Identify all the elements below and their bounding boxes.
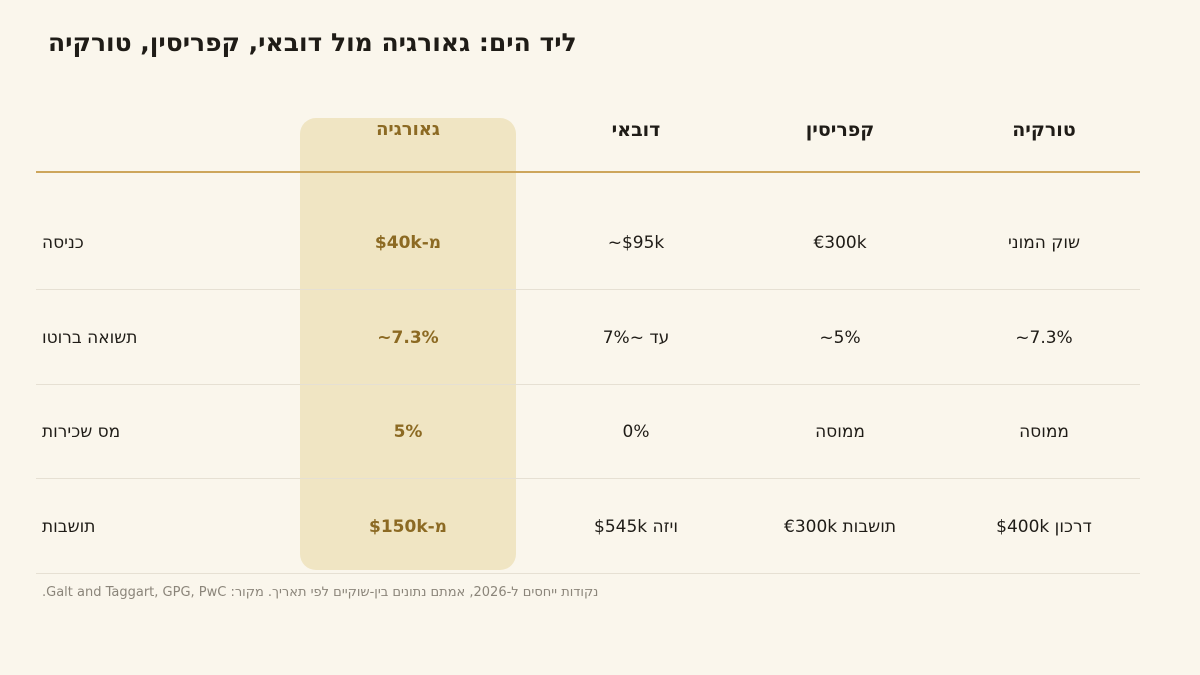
row-label: הסינכ xyxy=(42,233,84,253)
page-title: היקרוט ,ןיסירפק ,יאבוד לומ היגרואג :םיה … xyxy=(48,28,577,57)
row-divider xyxy=(36,384,1140,385)
table-cell: 5% xyxy=(393,422,423,442)
table-row: הסינכ $40k-מ ~$95k €300k ינומה קוש xyxy=(36,196,1140,290)
table-cell: €300k תובשות xyxy=(784,517,896,537)
table-cell: 7%~ דע xyxy=(602,328,670,348)
column-header-dubai: יאבוד xyxy=(611,119,661,141)
row-label: תובשות xyxy=(42,517,96,537)
highlighted-column-background xyxy=(300,118,516,570)
column-header-cyprus: ןיסירפק xyxy=(805,119,875,141)
table-cell: ~$95k xyxy=(607,233,665,253)
header-divider xyxy=(36,171,1140,173)
table-cell: ינומה קוש xyxy=(1007,233,1081,253)
table-cell: €300k xyxy=(813,233,867,253)
source-footnote: .Galt and Taggart, GPG, PwC :רוקמ .ךיראת… xyxy=(42,585,599,600)
table-header: היגרואג יאבוד ןיסירפק היקרוט xyxy=(36,112,1140,148)
table-cell: ~5% xyxy=(819,328,861,348)
table-cell: הסוממ xyxy=(1019,422,1069,442)
row-divider xyxy=(36,289,1140,290)
table-cell: 0% xyxy=(622,422,650,442)
column-header-georgia: היגרואג xyxy=(376,119,440,140)
table-cell: ~7.3% xyxy=(1015,328,1073,348)
table-cell: $545k הזיו xyxy=(594,517,678,537)
column-header-turkey: היקרוט xyxy=(1012,119,1076,141)
row-label: תוריכש סמ xyxy=(42,422,121,442)
table-row: וטורב האושת ~7.3% 7%~ דע ~5% ~7.3% xyxy=(36,291,1140,385)
row-divider xyxy=(36,573,1140,574)
table-cell: $400k ןוכרד xyxy=(996,517,1092,537)
table-cell: ~7.3% xyxy=(377,328,439,348)
table-row: תובשות $150k-מ $545k הזיו €300k תובשות $… xyxy=(36,480,1140,574)
table-cell: $40k-מ xyxy=(374,233,442,253)
row-label: וטורב האושת xyxy=(42,328,138,348)
table-cell: הסוממ xyxy=(815,422,865,442)
table-cell: $150k-מ xyxy=(369,517,447,537)
row-divider xyxy=(36,478,1140,479)
table-row: תוריכש סמ 5% 0% הסוממ הסוממ xyxy=(36,385,1140,479)
